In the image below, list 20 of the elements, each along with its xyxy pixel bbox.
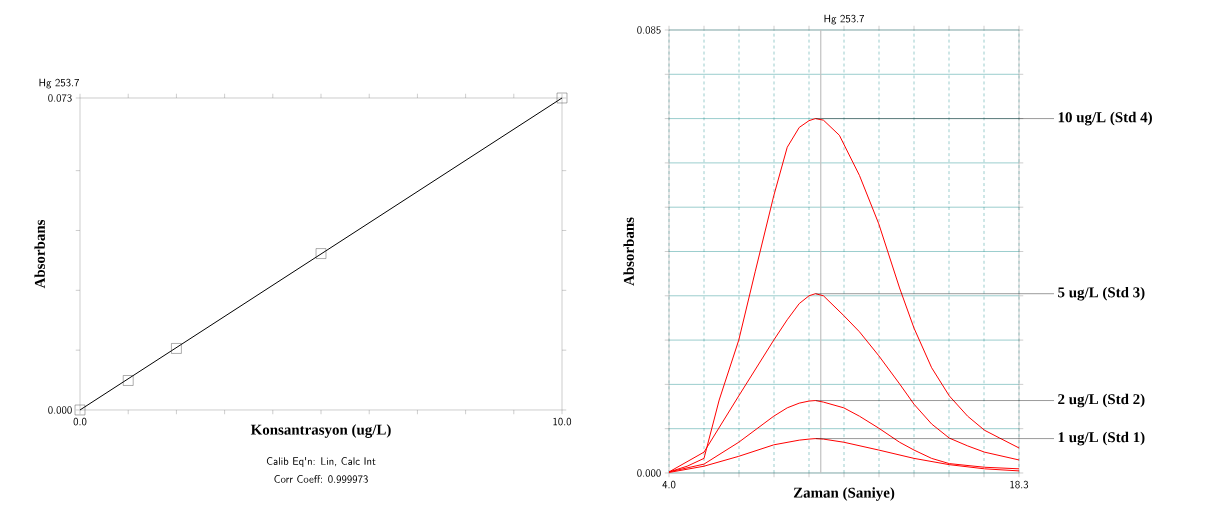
x-axis-title: Zaman (Saniye) xyxy=(793,487,895,501)
text: Corr Coeff: 0.999973 xyxy=(274,475,368,483)
y-tick-label: 0.000 xyxy=(48,406,72,414)
chart-title: Hg 253.7 xyxy=(39,78,79,89)
y-tick-label: 0.000 xyxy=(637,469,661,477)
text: 5 ug/L (Std 3) xyxy=(1058,286,1145,301)
text: Calib Eq'n: Lin, Calc Int xyxy=(266,457,376,467)
y-axis-title: Absorbans xyxy=(623,217,634,286)
y-tick-label: 0.085 xyxy=(637,26,661,34)
x-axis-title: Konsantrasyon (ug/L) xyxy=(250,424,391,438)
y-tick-label: 0.073 xyxy=(48,94,72,102)
x-tick-label: 18.3 xyxy=(1010,480,1029,489)
text: 10 ug/L (Std 4) xyxy=(1058,111,1152,126)
chart-title: Hg 253.7 xyxy=(824,14,865,25)
text: 1 ug/L (Std 1) xyxy=(1058,431,1145,446)
x-tick-label: 4.0 xyxy=(662,480,676,489)
x-tick-label: 10.0 xyxy=(553,417,572,426)
x-tick-label: 0.0 xyxy=(73,417,87,426)
text: 2 ug/L (Std 2) xyxy=(1058,393,1145,408)
y-axis-title: Absorbans xyxy=(34,219,45,289)
